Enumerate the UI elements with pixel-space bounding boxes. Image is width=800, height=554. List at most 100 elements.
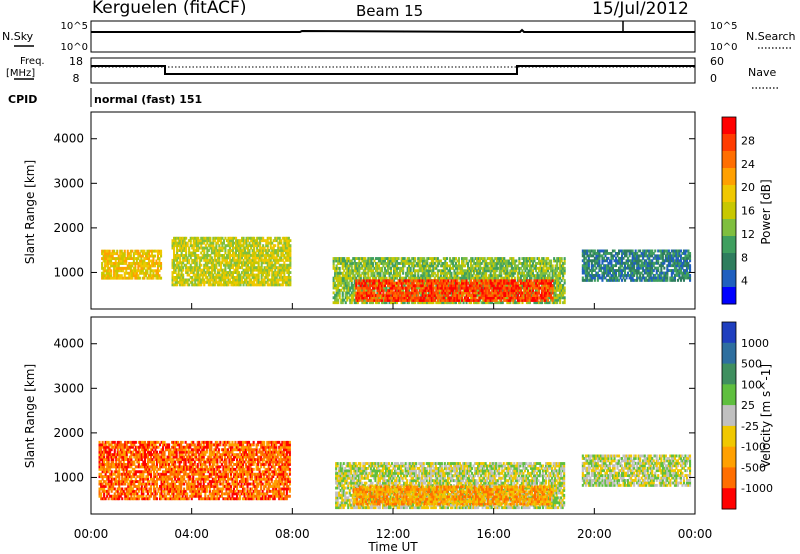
data-cell: [461, 274, 464, 278]
data-cell: [503, 269, 506, 273]
data-cell: [265, 271, 268, 274]
data-cell: [241, 236, 244, 240]
data-cell: [206, 241, 209, 245]
data-cell: [528, 264, 531, 268]
data-cell: [559, 296, 562, 300]
data-cell: [227, 283, 230, 287]
data-cell: [426, 301, 429, 305]
data-cell: [341, 293, 344, 297]
data-cell: [251, 276, 254, 279]
data-cell: [459, 269, 462, 273]
data-cell: [281, 280, 284, 284]
data-cell: [194, 249, 197, 252]
data-cell: [174, 276, 177, 279]
data-cell: [183, 236, 186, 240]
data-cell: [353, 288, 356, 292]
data-cell: [382, 274, 385, 278]
data-cell: [554, 266, 557, 270]
data-cell: [180, 239, 183, 243]
data-cell: [483, 266, 486, 270]
data-cell: [476, 301, 479, 305]
data-cell: [239, 251, 242, 255]
data-cell: [254, 256, 257, 260]
data-cell: [242, 241, 245, 245]
data-cell: [206, 268, 209, 272]
data-cell: [143, 262, 146, 265]
data-cell: [128, 276, 131, 280]
data-cell: [509, 257, 512, 260]
data-cell: [501, 266, 504, 270]
data-cell: [550, 276, 553, 280]
data-cell: [530, 264, 533, 268]
data-cell: [468, 276, 471, 280]
data-cell: [362, 279, 365, 283]
data-cell: [269, 268, 272, 272]
data-cell: [374, 281, 377, 285]
data-cell: [409, 286, 412, 290]
data-cell: [233, 256, 236, 260]
data-cell: [254, 283, 257, 287]
data-cell: [110, 276, 113, 280]
data-cell: [486, 264, 489, 268]
data-cell: [125, 266, 128, 270]
data-cell: [189, 263, 192, 267]
data-cell: [432, 274, 435, 278]
data-cell: [248, 254, 251, 257]
data-cell: [201, 254, 204, 257]
data-cell: [426, 257, 429, 260]
data-cell: [260, 239, 263, 243]
data-cell: [206, 266, 209, 270]
data-cell: [390, 257, 393, 260]
data-cell: [265, 251, 268, 255]
data-cell: [171, 271, 174, 274]
data-cell: [464, 291, 467, 295]
data-cell: [287, 283, 290, 287]
data-cell: [377, 266, 380, 270]
data-cell: [374, 276, 377, 280]
data-cell: [247, 276, 250, 279]
data-cell: [524, 257, 527, 260]
data-cell: [361, 286, 364, 290]
data-cell: [227, 256, 230, 260]
data-cell: [334, 301, 337, 305]
data-cell: [359, 288, 362, 292]
data-cell: [216, 236, 219, 240]
data-cell: [104, 266, 107, 270]
data-cell: [221, 283, 224, 287]
data-cell: [209, 256, 212, 260]
data-cell: [365, 301, 368, 305]
data-cell: [228, 278, 231, 282]
data-cell: [275, 266, 278, 270]
data-cell: [491, 274, 494, 278]
data-cell: [347, 266, 350, 270]
data-cell: [423, 279, 426, 283]
data-cell: [364, 286, 367, 290]
data-cell: [338, 288, 341, 292]
data-cell: [423, 301, 426, 305]
noise-left-tick-top: 10^5: [61, 21, 88, 32]
data-cell: [551, 299, 554, 302]
data-cell: [522, 276, 525, 280]
data-cell: [488, 284, 491, 287]
data-cell: [204, 236, 207, 240]
data-cell: [355, 294, 358, 297]
data-cell: [250, 244, 253, 248]
data-cell: [408, 293, 411, 297]
data-cell: [203, 283, 206, 287]
data-cell: [563, 286, 566, 290]
data-cell: [379, 296, 382, 300]
data-cell: [433, 257, 436, 260]
data-cell: [503, 271, 506, 275]
data-cell: [110, 252, 113, 256]
data-cell: [209, 241, 212, 245]
data-cell: [281, 236, 284, 240]
data-cell: [116, 276, 119, 280]
data-cell: [341, 281, 344, 285]
data-cell: [423, 274, 426, 278]
data-cell: [209, 276, 212, 279]
data-cell: [528, 257, 531, 260]
data-cell: [244, 239, 247, 243]
data-cell: [174, 271, 177, 274]
data-cell: [471, 264, 474, 268]
data-cell: [436, 269, 439, 273]
